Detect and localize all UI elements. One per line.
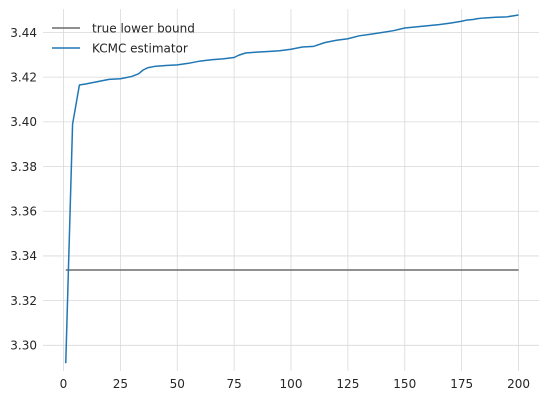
y-tick-label: 3.42 bbox=[10, 70, 37, 84]
y-tick-label: 3.30 bbox=[10, 339, 37, 353]
y-tick-labels: 3.30 3.32 3.34 3.36 3.38 3.40 3.42 3.44 bbox=[10, 26, 37, 353]
y-tick-label: 3.34 bbox=[10, 249, 37, 263]
y-tick-label: 3.40 bbox=[10, 115, 37, 129]
x-tick-label: 175 bbox=[450, 377, 473, 391]
x-tick-label: 125 bbox=[336, 377, 359, 391]
x-gridlines bbox=[63, 9, 519, 371]
y-tick-label: 3.36 bbox=[10, 205, 37, 219]
series-line-kcmc-estimator bbox=[65, 14, 519, 364]
legend-label-kcmc-estimator: KCMC estimator bbox=[92, 42, 188, 56]
y-tick-label: 3.44 bbox=[10, 26, 37, 40]
y-tick-label: 3.32 bbox=[10, 294, 37, 308]
x-tick-label: 150 bbox=[393, 377, 416, 391]
x-tick-label: 100 bbox=[280, 377, 303, 391]
series-layer bbox=[65, 14, 519, 364]
x-tick-label: 25 bbox=[113, 377, 128, 391]
x-tick-label: 50 bbox=[170, 377, 185, 391]
x-tick-labels: 0 25 50 75 100 125 150 175 200 bbox=[60, 377, 530, 391]
x-tick-label: 0 bbox=[60, 377, 68, 391]
x-tick-label: 75 bbox=[226, 377, 241, 391]
x-tick-label: 200 bbox=[507, 377, 530, 391]
y-tick-label: 3.38 bbox=[10, 160, 37, 174]
legend: true lower bound KCMC estimator bbox=[52, 22, 195, 56]
legend-label-true-lower-bound: true lower bound bbox=[92, 22, 195, 36]
